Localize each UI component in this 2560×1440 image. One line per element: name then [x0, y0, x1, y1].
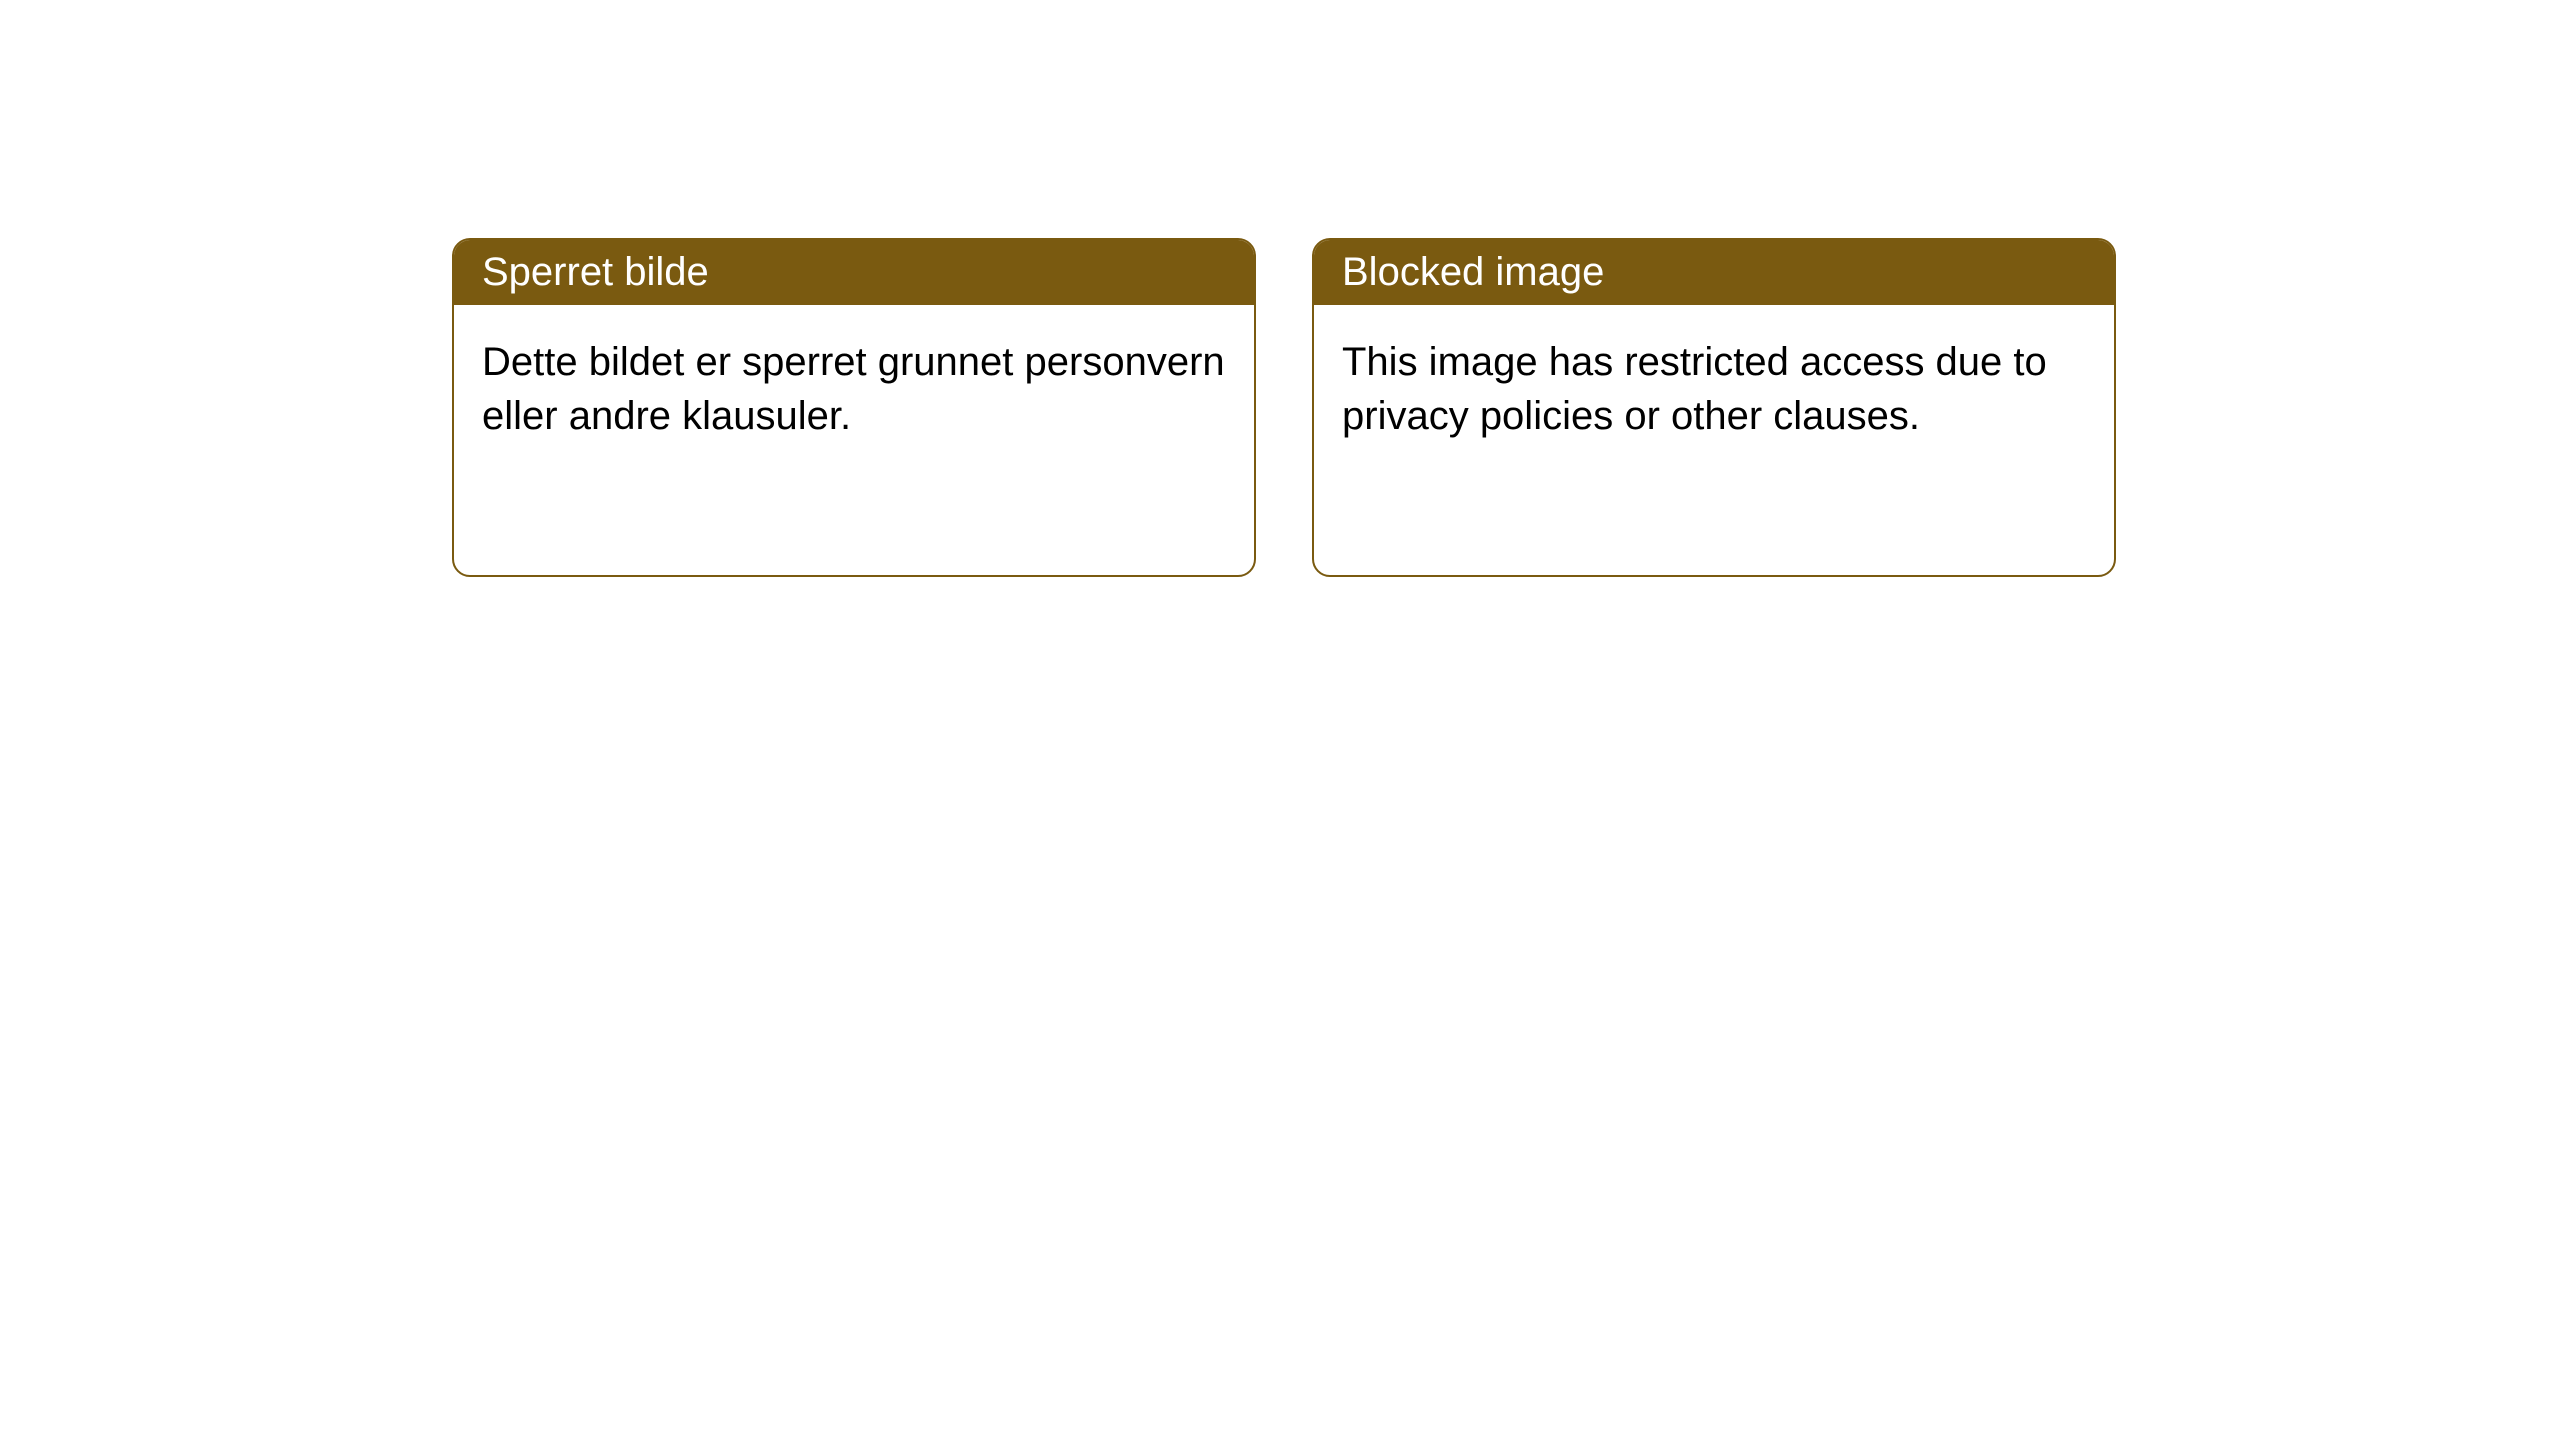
- card-body: This image has restricted access due to …: [1314, 305, 2114, 575]
- card-title: Sperret bilde: [482, 250, 709, 294]
- notice-card-english: Blocked image This image has restricted …: [1312, 238, 2116, 577]
- notice-card-norwegian: Sperret bilde Dette bildet er sperret gr…: [452, 238, 1256, 577]
- card-header: Blocked image: [1314, 240, 2114, 305]
- notice-cards-container: Sperret bilde Dette bildet er sperret gr…: [452, 238, 2116, 577]
- card-body: Dette bildet er sperret grunnet personve…: [454, 305, 1254, 575]
- card-header: Sperret bilde: [454, 240, 1254, 305]
- card-title: Blocked image: [1342, 250, 1604, 294]
- card-body-text: Dette bildet er sperret grunnet personve…: [482, 340, 1225, 438]
- card-body-text: This image has restricted access due to …: [1342, 340, 2047, 438]
